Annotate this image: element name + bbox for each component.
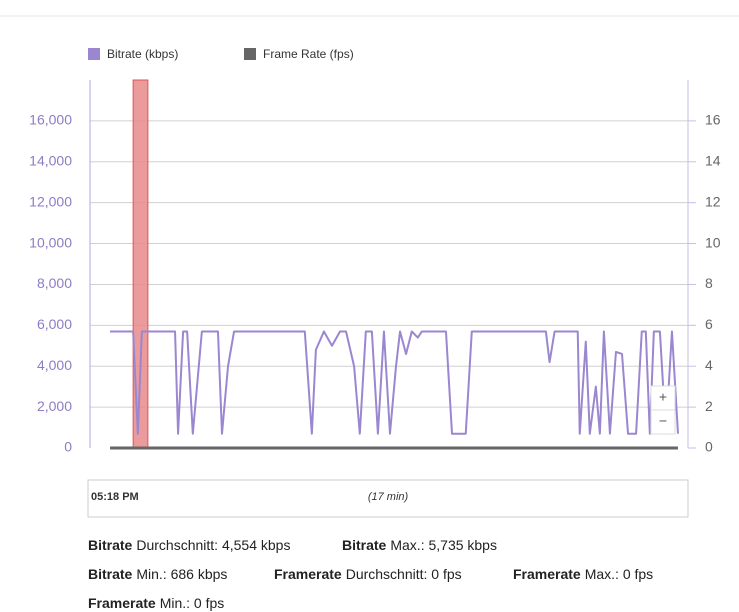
navigator[interactable] <box>87 479 689 518</box>
y-tick-label: 8,000 <box>37 275 72 291</box>
y2-tick-label: 2 <box>705 398 713 414</box>
y2-tick-label: 16 <box>705 112 721 128</box>
y2-tick-label: 10 <box>705 234 721 250</box>
navigator-span: (17 min) <box>368 491 409 503</box>
y-tick-label: 14,000 <box>29 152 72 168</box>
y2-tick-label: 0 <box>705 439 713 455</box>
stat: Bitrate Max.: 5,735 kbps <box>342 537 497 553</box>
y2-tick-label: 8 <box>705 275 713 291</box>
series-line <box>110 330 679 435</box>
y-tick-label: 0 <box>64 439 72 455</box>
stat-label: Framerate <box>513 566 581 582</box>
zoom-label: − <box>659 413 667 429</box>
legend-label: Bitrate (kbps) <box>107 47 178 61</box>
y-tick-label: 2,000 <box>37 398 72 414</box>
legend-swatch <box>88 48 100 60</box>
y-tick-label: 6,000 <box>37 316 72 332</box>
y2-tick-label: 12 <box>705 193 721 209</box>
stat: Framerate Durchschnitt: 0 fps <box>274 566 462 582</box>
y-tick-label: 10,000 <box>29 234 72 250</box>
y-tick-label: 16,000 <box>29 112 72 128</box>
legend-label: Frame Rate (fps) <box>263 47 354 61</box>
navigator-start: 05:18 PM <box>91 491 139 503</box>
y-tick-label: 4,000 <box>37 357 72 373</box>
stat-text: Max.: 5,735 kbps <box>390 537 497 553</box>
legend-swatch <box>244 48 256 60</box>
stat-label: Bitrate <box>342 537 387 553</box>
zoom-label: + <box>659 389 667 405</box>
stat-label: Bitrate <box>88 566 133 582</box>
stat-text: Min.: 0 fps <box>160 595 225 611</box>
y-tick-label: 12,000 <box>29 193 72 209</box>
y2-tick-label: 6 <box>705 316 713 332</box>
stat-label: Bitrate <box>88 537 133 553</box>
stat-label: Framerate <box>88 595 156 611</box>
stat: Framerate Min.: 0 fps <box>88 595 224 611</box>
stat: Bitrate Durchschnitt: 4,554 kbps <box>88 537 290 553</box>
stat: Framerate Max.: 0 fps <box>513 566 653 582</box>
stat-text: Durchschnitt: 4,554 kbps <box>136 537 290 553</box>
stat: Bitrate Min.: 686 kbps <box>88 566 227 582</box>
stat-text: Durchschnitt: 0 fps <box>346 566 462 582</box>
stat-label: Framerate <box>274 566 342 582</box>
y2-tick-label: 14 <box>705 152 721 168</box>
stat-text: Min.: 686 kbps <box>136 566 227 582</box>
zoom-button[interactable] <box>650 385 676 411</box>
y2-tick-label: 4 <box>705 357 713 373</box>
zoom-button[interactable] <box>650 409 676 435</box>
stat-text: Max.: 0 fps <box>585 566 653 582</box>
